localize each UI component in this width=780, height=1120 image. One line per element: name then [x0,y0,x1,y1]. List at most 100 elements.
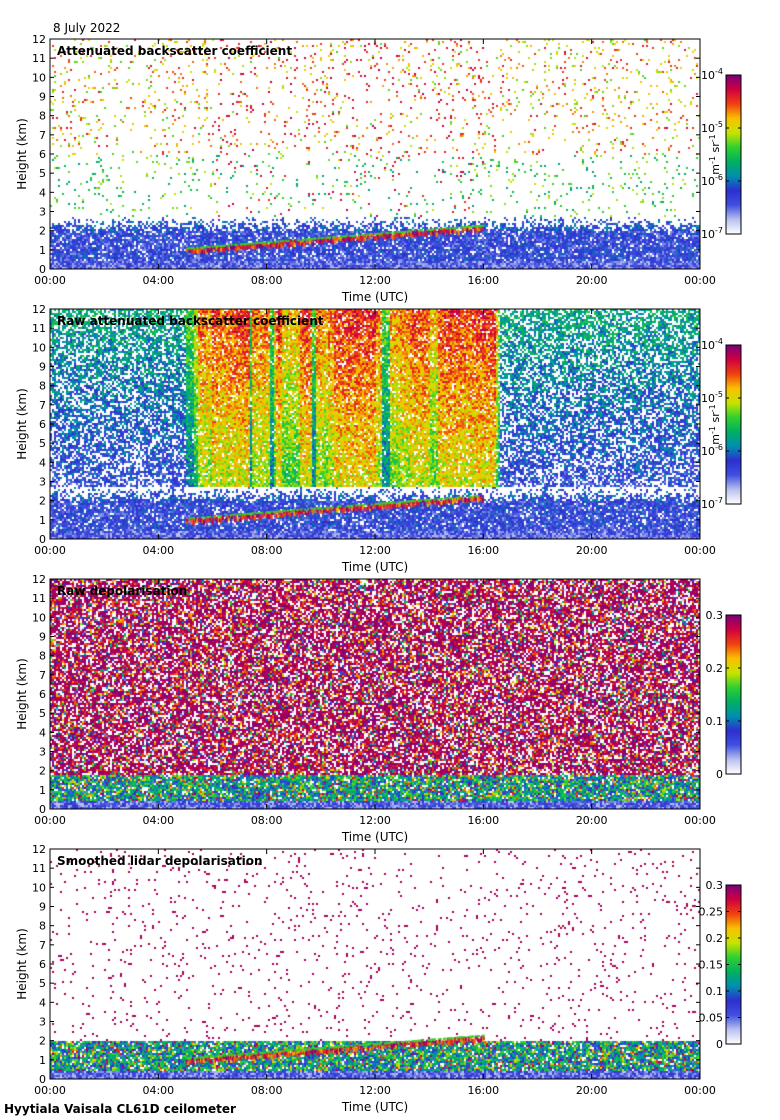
y-tick-label: 3 [39,476,46,489]
x-tick-label: 16:00 [467,544,499,557]
colorbar-tick-label: 0.25 [699,906,724,919]
date-label: 8 July 2022 [53,21,120,35]
y-tick-label: 4 [39,996,46,1009]
x-tick-label: 04:00 [142,544,174,557]
colorbar-tick-label: 0.1 [706,715,724,728]
colorbar-units-label: m-1 sr-1 [708,404,722,444]
y-tick-label: 5 [39,977,46,990]
x-tick-label: 00:00 [684,274,716,287]
y-axis-label: Height (km) [15,658,29,729]
y-tick-label: 2 [39,1035,46,1048]
x-tick-label: 08:00 [251,544,283,557]
y-tick-label: 9 [39,91,46,104]
x-tick-label: 20:00 [576,544,608,557]
x-tick-label: 20:00 [576,814,608,827]
y-tick-label: 6 [39,148,46,161]
colorbar-tick-label: 10-4 [701,67,723,82]
y-tick-label: 2 [39,495,46,508]
x-tick-label: 08:00 [251,1084,283,1097]
colorbar-tick-label: 0.2 [706,662,724,675]
y-tick-label: 7 [39,939,46,952]
y-tick-label: 9 [39,901,46,914]
y-tick-label: 5 [39,437,46,450]
panel-title: Raw depolarisation [57,584,187,598]
y-tick-label: 8 [39,380,46,393]
colorbar-tick-label: 0.15 [699,959,724,972]
colorbar [725,74,742,235]
y-tick-label: 6 [39,418,46,431]
x-tick-label: 12:00 [359,814,391,827]
x-axis-label: Time (UTC) [341,830,408,844]
x-tick-label: 08:00 [251,814,283,827]
x-tick-label: 04:00 [142,814,174,827]
colorbar-units-label: m-1 sr-1 [708,134,722,174]
y-tick-label: 12 [32,843,46,856]
y-axis-label: Height (km) [15,388,29,459]
x-tick-label: 04:00 [142,1084,174,1097]
panel-title: Attenuated backscatter coefficient [57,44,292,58]
x-tick-label: 12:00 [359,274,391,287]
y-axis-label: Height (km) [15,928,29,999]
colorbar-tick-label: 0.3 [706,879,724,892]
x-tick-label: 08:00 [251,274,283,287]
heatmap-image [50,579,700,809]
colorbar-tick-label: 10-5 [701,390,723,405]
panel-title: Smoothed lidar depolarisation [57,854,263,868]
y-tick-label: 12 [32,33,46,46]
x-axis-label: Time (UTC) [341,1100,408,1114]
y-tick-label: 9 [39,631,46,644]
y-tick-label: 9 [39,361,46,374]
x-axis-label: Time (UTC) [341,290,408,304]
panel-title: Raw attenuated backscatter coefficient [57,314,324,328]
colorbar-tick-label: 0 [716,768,723,781]
x-tick-label: 16:00 [467,274,499,287]
y-tick-label: 12 [32,573,46,586]
instrument-footer: Hyytiala Vaisala CL61D ceilometer [4,1102,236,1116]
y-tick-label: 6 [39,958,46,971]
heatmap-image [50,309,700,539]
y-tick-label: 8 [39,920,46,933]
colorbar [725,344,742,505]
colorbar-tick-label: 10-7 [701,226,723,241]
y-tick-label: 0 [39,803,46,816]
y-tick-label: 10 [32,341,46,354]
y-tick-label: 0 [39,533,46,546]
colorbar-tick-label: 0.05 [699,1011,724,1024]
x-tick-label: 00:00 [684,544,716,557]
x-tick-label: 00:00 [684,1084,716,1097]
y-tick-label: 4 [39,186,46,199]
y-tick-label: 3 [39,746,46,759]
x-tick-label: 20:00 [576,1084,608,1097]
x-tick-label: 12:00 [359,544,391,557]
colorbar-tick-label: 0.1 [706,985,724,998]
y-tick-label: 1 [39,784,46,797]
colorbar-tick-label: 0.2 [706,932,724,945]
y-tick-label: 2 [39,225,46,238]
x-tick-label: 00:00 [34,544,66,557]
y-axis-label: Height (km) [15,118,29,189]
y-tick-label: 11 [32,322,46,335]
y-tick-label: 1 [39,1054,46,1067]
x-axis-label: Time (UTC) [341,560,408,574]
y-tick-label: 12 [32,303,46,316]
colorbar-tick-label: 10-4 [701,337,723,352]
y-tick-label: 8 [39,650,46,663]
y-tick-label: 8 [39,110,46,123]
y-tick-label: 11 [32,52,46,65]
y-tick-label: 11 [32,862,46,875]
heatmap-image [50,849,700,1079]
y-tick-label: 10 [32,71,46,84]
colorbar-tick-label: 0 [716,1038,723,1051]
y-tick-label: 3 [39,206,46,219]
x-tick-label: 20:00 [576,274,608,287]
y-tick-label: 4 [39,456,46,469]
y-tick-label: 1 [39,514,46,527]
y-tick-label: 7 [39,399,46,412]
colorbar-tick-label: 10-6 [701,173,723,188]
x-tick-label: 00:00 [34,1084,66,1097]
colorbar-tick-label: 10-6 [701,443,723,458]
